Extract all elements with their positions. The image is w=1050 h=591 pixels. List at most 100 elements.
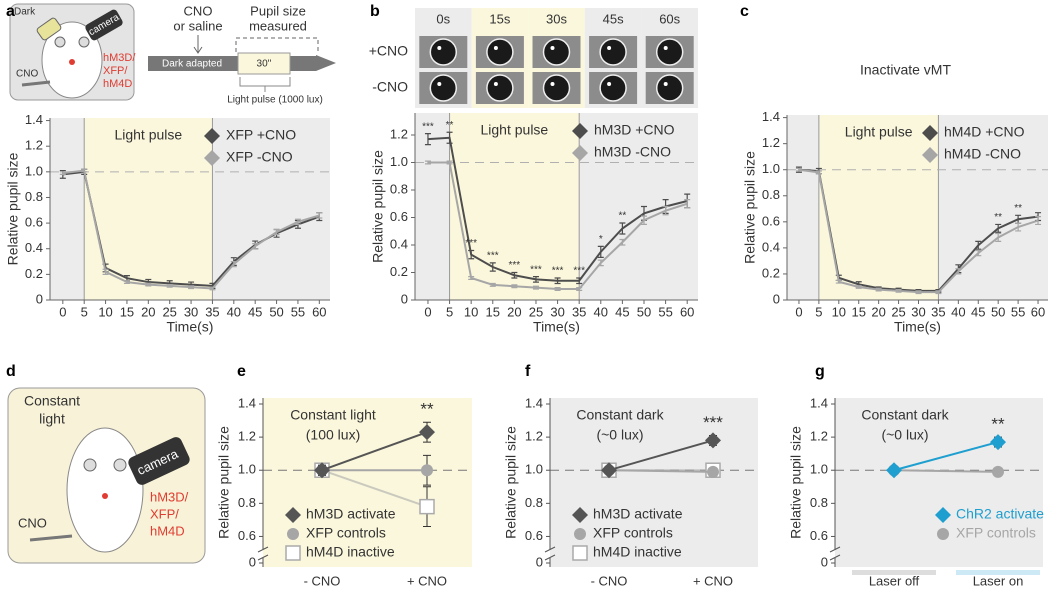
error-bar (230, 260, 237, 268)
condition-label: Dark (14, 7, 36, 18)
eye (486, 38, 514, 66)
legend-marker (285, 507, 301, 523)
y-tick-label: 1.4 (238, 395, 256, 410)
y-axis-label: Relative pupil size (5, 152, 21, 265)
plot-background (550, 398, 758, 567)
row-label: +CNO (369, 43, 408, 59)
x-tick-label: - CNO (304, 573, 341, 588)
x-tick-label: 30 (184, 304, 198, 319)
error-bar (489, 262, 496, 272)
y-tick-label: 1.4 (762, 109, 780, 124)
y-tick-label: 1.0 (390, 154, 408, 169)
y-tick-label: 1.2 (238, 429, 256, 444)
error-bar (123, 280, 130, 284)
legend-marker (935, 507, 951, 523)
x-tick-label: Laser off (869, 573, 920, 588)
legend-marker (204, 150, 220, 166)
error-bar (597, 245, 604, 258)
x-axis-label: Time(s) (167, 319, 214, 335)
pulse-duration: 30'' (257, 59, 272, 70)
significance: *** (465, 238, 477, 249)
series-line (608, 469, 714, 473)
error-bar (640, 215, 647, 225)
significance: *** (573, 266, 585, 277)
error-bar (619, 222, 626, 235)
legend-label: hM3D activate (306, 506, 396, 522)
error-bar (915, 290, 922, 295)
condition-note: Constant light (290, 407, 376, 423)
legend-marker (937, 528, 949, 540)
injection-site (69, 59, 75, 65)
camera-body (128, 437, 190, 485)
injection-label: or saline (173, 18, 222, 33)
data-point (419, 498, 435, 515)
error-bar (554, 287, 561, 291)
y-axis-label: Relative pupil size (742, 151, 758, 264)
error-bar (855, 285, 862, 289)
y-tick-label: 0 (249, 554, 256, 569)
x-tick-label: 25 (162, 304, 176, 319)
x-tick-label: 50 (269, 304, 283, 319)
x-tick-label: 25 (529, 304, 543, 319)
x-tick-label: 0 (795, 304, 802, 319)
row-label: -CNO (372, 79, 408, 95)
light-source (36, 17, 62, 41)
y-tick-label: 1.0 (238, 462, 256, 477)
legend-marker (572, 507, 588, 523)
eye (542, 38, 571, 66)
error-bar (273, 228, 280, 236)
x-tick-label: 0 (59, 304, 66, 319)
error-bar (468, 276, 475, 280)
injection-arrow (193, 35, 203, 54)
significance: *** (487, 251, 499, 262)
injection-site (102, 493, 108, 499)
legend-label: ChR2 activate (956, 506, 1044, 522)
x-tick-label: 35 (931, 304, 945, 319)
x-tick-label: 35 (572, 304, 586, 319)
error-bar (1015, 222, 1022, 232)
y-tick-label: 1.4 (25, 112, 43, 127)
error-bar (446, 131, 453, 144)
y-tick-label: 0.4 (25, 240, 43, 255)
time-label: 15s (489, 11, 510, 26)
eye-glint (493, 82, 498, 86)
measure-label: measured (249, 18, 307, 33)
y-tick-label: 0.6 (525, 528, 543, 543)
error-bar (294, 218, 301, 225)
eye-glint (493, 46, 498, 50)
error-bar (995, 232, 1002, 242)
x-tick-label: 40 (951, 304, 965, 319)
series-line (893, 469, 999, 473)
x-tick-label: 60 (1031, 304, 1045, 319)
light-pulse-region (84, 118, 213, 300)
significance: *** (422, 121, 434, 132)
data-point (992, 465, 1004, 478)
cno-label: CNO (18, 515, 47, 530)
light-pulse-region (818, 115, 939, 300)
x-tick-label: 45 (971, 304, 985, 319)
x-tick-label: 55 (291, 304, 305, 319)
axis-break (829, 546, 841, 561)
eye-glint (607, 82, 612, 86)
syringe (21, 80, 51, 87)
y-tick-label: 0.8 (762, 187, 780, 202)
eye-glint (550, 46, 555, 50)
eye (599, 74, 627, 102)
error-bar (662, 205, 669, 216)
y-tick-label: 0 (401, 291, 408, 306)
y-tick-label: 0.8 (525, 495, 543, 510)
data-point (601, 462, 617, 479)
error-bar (489, 282, 496, 287)
error-bar (795, 167, 802, 172)
eye (599, 38, 627, 66)
legend-marker (285, 545, 301, 561)
eye-glint (550, 82, 555, 86)
legend-marker (572, 145, 588, 161)
x-tick-label: 25 (891, 304, 905, 319)
eye-glint (663, 46, 668, 50)
legend-label: hM4D inactive (593, 544, 682, 560)
condition-label: Constant (24, 393, 80, 409)
eye (655, 38, 684, 66)
error-bar (145, 282, 152, 287)
error-bar (835, 279, 842, 284)
